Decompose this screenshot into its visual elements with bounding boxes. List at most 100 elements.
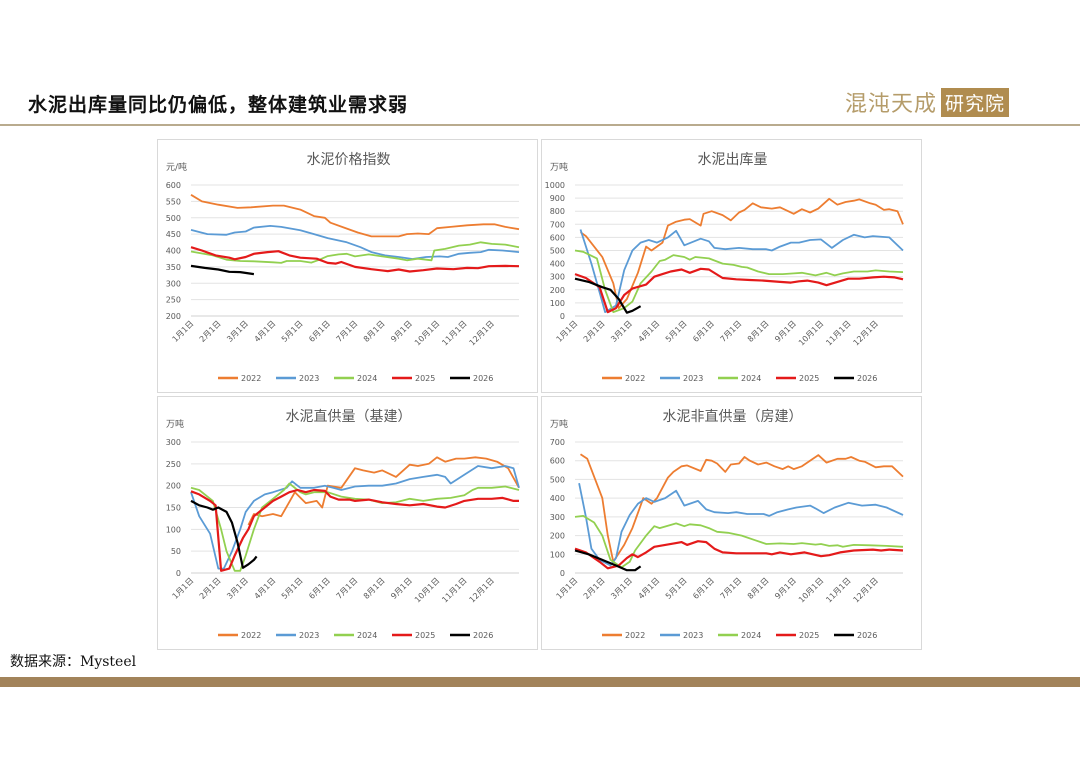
y-tick-label: 500 bbox=[550, 475, 565, 484]
x-tick-label: 3月1日 bbox=[225, 319, 250, 344]
legend-label: 2025 bbox=[799, 631, 819, 640]
x-tick-label: 5月1日 bbox=[280, 576, 305, 601]
series-line-2024 bbox=[190, 482, 520, 572]
chart-title: 水泥直供量（基建） bbox=[286, 408, 412, 425]
y-tick-label: 0 bbox=[560, 569, 565, 578]
legend-label: 2026 bbox=[473, 374, 493, 383]
series-line-2022 bbox=[579, 453, 904, 563]
y-tick-label: 150 bbox=[166, 504, 181, 513]
y-tick-label: 300 bbox=[550, 513, 565, 522]
x-tick-label: 6月1日 bbox=[691, 319, 716, 344]
y-axis-unit: 万吨 bbox=[166, 418, 184, 430]
legend-label: 2024 bbox=[741, 374, 761, 383]
x-tick-label: 7月1日 bbox=[335, 319, 360, 344]
x-tick-label: 9月1日 bbox=[389, 319, 414, 344]
y-tick-label: 100 bbox=[166, 525, 181, 534]
series-line-2026 bbox=[574, 549, 642, 572]
legend-label: 2023 bbox=[299, 374, 319, 383]
series-line-2025 bbox=[190, 246, 520, 273]
y-tick-label: 400 bbox=[550, 260, 565, 269]
series-line-2023 bbox=[190, 225, 520, 260]
x-tick-label: 3月1日 bbox=[609, 576, 634, 601]
x-tick-label: 4月1日 bbox=[253, 576, 278, 601]
chart-title: 水泥非直供量（房建） bbox=[663, 408, 803, 425]
y-tick-label: 0 bbox=[176, 569, 181, 578]
x-tick-label: 1月1日 bbox=[171, 319, 196, 344]
series-line-2026 bbox=[190, 264, 255, 276]
x-tick-label: 11月1日 bbox=[440, 319, 468, 347]
y-tick-label: 100 bbox=[550, 550, 565, 559]
y-tick-label: 300 bbox=[166, 438, 181, 447]
x-tick-label: 11月1日 bbox=[824, 576, 852, 604]
y-tick-label: 400 bbox=[550, 494, 565, 503]
chart-cement-price-index: 水泥价格指数 元/吨 200 250 300 350 400 450 500 550 600 1月1日… bbox=[157, 139, 538, 393]
x-tick-label: 12月1日 bbox=[852, 319, 880, 347]
series-line-2024 bbox=[574, 249, 904, 313]
x-tick-label: 12月1日 bbox=[468, 576, 496, 604]
x-tick-label: 5月1日 bbox=[664, 576, 689, 601]
legend-label: 2026 bbox=[857, 631, 877, 640]
y-tick-label: 700 bbox=[550, 438, 565, 447]
x-tick-label: 6月1日 bbox=[307, 319, 332, 344]
series-line-2023 bbox=[578, 483, 904, 567]
y-tick-label: 300 bbox=[550, 273, 565, 282]
y-tick-label: 200 bbox=[550, 532, 565, 541]
x-tick-label: 7月1日 bbox=[335, 576, 360, 601]
series-line-2024 bbox=[574, 515, 904, 569]
x-tick-label: 10月1日 bbox=[797, 576, 825, 604]
chart-cement-shipments: 水泥出库量 万吨 0 100 200 300 400 500 600 700 800 900 1000 1… bbox=[541, 139, 922, 393]
x-tick-label: 3月1日 bbox=[225, 576, 250, 601]
series-line-2022 bbox=[247, 456, 520, 526]
x-tick-label: 7月1日 bbox=[719, 319, 744, 344]
y-tick-label: 400 bbox=[166, 247, 181, 256]
chart-title: 水泥出库量 bbox=[698, 152, 768, 168]
y-tick-label: 600 bbox=[550, 233, 565, 242]
y-tick-label: 550 bbox=[166, 197, 181, 206]
x-tick-label: 1月1日 bbox=[555, 319, 580, 344]
legend-label: 2023 bbox=[299, 631, 319, 640]
chart-direct-supply-infrastructure: 水泥直供量（基建） 万吨 0 50 100 150 200 250 300 1月1日 2月1日 3月1… bbox=[157, 396, 538, 650]
x-tick-label: 6月1日 bbox=[691, 576, 716, 601]
chart-title: 水泥价格指数 bbox=[307, 152, 391, 168]
series-line-2025 bbox=[574, 267, 904, 314]
legend-label: 2024 bbox=[741, 631, 761, 640]
logo-box-text: 研究院 bbox=[941, 87, 1010, 117]
footer-bar bbox=[0, 677, 1080, 687]
y-tick-label: 500 bbox=[550, 247, 565, 256]
x-tick-label: 8月1日 bbox=[362, 576, 387, 601]
company-logo: 混沌天成 研究院 bbox=[845, 87, 1010, 117]
series-line-2022 bbox=[579, 197, 904, 309]
y-axis-unit: 万吨 bbox=[550, 161, 568, 173]
legend-label: 2022 bbox=[625, 631, 645, 640]
y-tick-label: 900 bbox=[550, 194, 565, 203]
x-tick-label: 10月1日 bbox=[413, 319, 441, 347]
legend-label: 2025 bbox=[799, 374, 819, 383]
legend-label: 2025 bbox=[415, 631, 435, 640]
y-tick-label: 50 bbox=[171, 547, 181, 556]
y-tick-label: 600 bbox=[166, 181, 181, 190]
legend-label: 2023 bbox=[683, 631, 703, 640]
legend-label: 2022 bbox=[241, 631, 261, 640]
y-tick-label: 350 bbox=[166, 263, 181, 272]
y-tick-label: 300 bbox=[166, 279, 181, 288]
series-line-2023 bbox=[579, 229, 904, 313]
y-tick-label: 200 bbox=[166, 312, 181, 321]
x-tick-label: 6月1日 bbox=[307, 576, 332, 601]
series-line-2025 bbox=[190, 488, 519, 572]
legend-label: 2023 bbox=[683, 374, 703, 383]
series-line-2026 bbox=[190, 499, 258, 569]
y-tick-label: 450 bbox=[166, 230, 181, 239]
legend-label: 2022 bbox=[625, 374, 645, 383]
y-tick-label: 500 bbox=[166, 214, 181, 223]
x-tick-label: 1月1日 bbox=[171, 576, 196, 601]
series-line-2023 bbox=[190, 465, 520, 570]
legend-label: 2025 bbox=[415, 374, 435, 383]
chart-indirect-supply-housing: 水泥非直供量（房建） 万吨 0 100 200 300 400 500 600 700 1月1日 2月… bbox=[541, 396, 922, 650]
y-tick-label: 200 bbox=[166, 482, 181, 491]
x-tick-label: 2月1日 bbox=[198, 319, 223, 344]
legend-label: 2022 bbox=[241, 374, 261, 383]
y-tick-label: 250 bbox=[166, 296, 181, 305]
data-source: 数据来源：Mysteel bbox=[10, 654, 137, 670]
x-tick-label: 4月1日 bbox=[253, 319, 278, 344]
legend-label: 2026 bbox=[473, 631, 493, 640]
